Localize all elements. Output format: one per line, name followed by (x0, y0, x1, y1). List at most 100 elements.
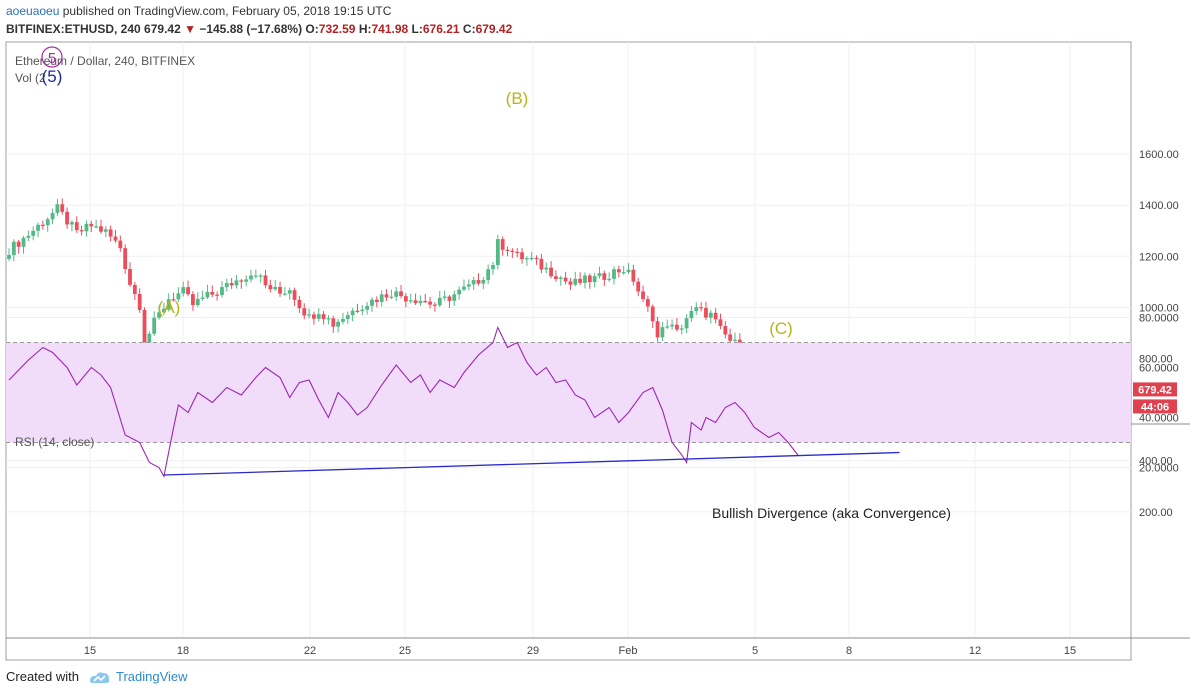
price-pane-title: Ethereum / Dollar, 240, BITFINEX (15, 54, 195, 68)
candle-body (249, 275, 253, 280)
candle-body (360, 309, 365, 312)
candle-body (181, 287, 186, 294)
candle-body (641, 291, 645, 300)
candle-body (621, 272, 626, 274)
candle-body (529, 257, 534, 260)
candle-body (166, 299, 171, 309)
candle-body (699, 307, 704, 309)
close-label: C: (462, 22, 476, 36)
time-tick-label: 5 (752, 645, 758, 657)
candle-body (287, 290, 292, 294)
low-value: 676.21 (422, 22, 460, 36)
candle-body (665, 326, 670, 328)
candle-body (403, 296, 408, 302)
candle-body (7, 255, 11, 259)
candle-body (728, 334, 733, 341)
candle-body (650, 306, 655, 322)
price-tick-label: 1200.00 (1139, 251, 1179, 263)
volume-label: Vol (2 (15, 71, 46, 85)
candle-body (302, 308, 307, 316)
candle-body (534, 257, 539, 260)
candle-body (45, 219, 50, 226)
candle-body (452, 294, 457, 301)
candle-body (379, 294, 384, 302)
candle-body (297, 299, 302, 309)
candle-body (723, 326, 728, 335)
candle-body (244, 279, 249, 282)
candle-body (94, 226, 99, 228)
time-tick-label: 15 (84, 645, 96, 657)
high-value: 741.98 (371, 22, 409, 36)
publish-info: aoeuaoeu published on TradingView.com, F… (6, 4, 391, 18)
candle-body (631, 269, 636, 282)
candle-body (345, 315, 350, 319)
low-label: L: (411, 22, 423, 36)
candle-body (312, 314, 316, 319)
candle-body (292, 290, 297, 300)
candle-body (718, 319, 723, 327)
candle-body (418, 300, 423, 304)
rsi-line (8, 326, 799, 478)
price-tick-label: 1000.00 (1139, 302, 1179, 314)
close-value: 679.42 (475, 22, 513, 36)
wave-paren-5-label: (5) (42, 67, 63, 86)
time-tick-label: 25 (399, 645, 411, 657)
candle-body (510, 250, 515, 252)
candle-body (447, 296, 452, 301)
candle-body (234, 280, 239, 286)
candle-body (733, 339, 737, 341)
price-tick-label: 400.00 (1139, 456, 1173, 468)
candle-body (675, 324, 679, 330)
candle-body (481, 280, 486, 284)
candle-body (191, 294, 195, 306)
candle-body (26, 235, 31, 238)
candle-body (636, 281, 641, 292)
rsi-tick-label: 80.0000 (1139, 313, 1179, 325)
candle-body (384, 294, 389, 298)
candle-body (74, 222, 79, 231)
change-down-icon: ▼ (184, 22, 196, 36)
author-name[interactable]: aoeuaoeu (6, 4, 60, 18)
candle-body (573, 278, 578, 285)
candle-body (229, 283, 234, 286)
tradingview-logo-icon (89, 671, 109, 683)
candle-body (268, 285, 273, 290)
candle-body (423, 300, 428, 303)
candle-body (660, 327, 665, 338)
candle-body (539, 258, 544, 270)
candle-body (161, 308, 166, 313)
candle-body (316, 314, 321, 319)
candle-body (670, 324, 674, 327)
price-tick-label: 1600.00 (1139, 149, 1179, 161)
candle-body (157, 312, 161, 318)
candle-body (350, 310, 355, 316)
candle-body (495, 239, 500, 266)
candle-body (16, 241, 21, 247)
wave-b-label: (B) (506, 89, 529, 108)
rsi-tick-label: 20.0000 (1139, 463, 1179, 475)
candle-body (549, 267, 553, 277)
rsi-tick-label: 40.0000 (1139, 413, 1179, 425)
candle-body (612, 269, 616, 279)
candle-body (442, 296, 447, 298)
symbol-info: BITFINEX:ETHUSD, 240 679.42 ▼ −145.88 (−… (6, 22, 512, 36)
last-price-label: 679.42 (1138, 384, 1172, 396)
candle-body (355, 310, 360, 312)
candle-body (413, 300, 418, 304)
candle-body (186, 287, 190, 295)
time-tick-label: 15 (1064, 645, 1076, 657)
candle-body (708, 312, 713, 318)
candle-body (55, 204, 60, 213)
candle-body (505, 249, 510, 251)
candle-body (103, 229, 108, 232)
tradingview-brand[interactable]: TradingView (116, 669, 188, 684)
candle-body (70, 222, 74, 225)
candle-body (273, 286, 278, 290)
candle-body (152, 317, 157, 334)
high-label: H: (358, 22, 372, 36)
candle-body (128, 268, 132, 285)
candle-body (113, 236, 118, 241)
footer: Created with TradingView (6, 669, 188, 685)
candle-body (655, 321, 660, 338)
